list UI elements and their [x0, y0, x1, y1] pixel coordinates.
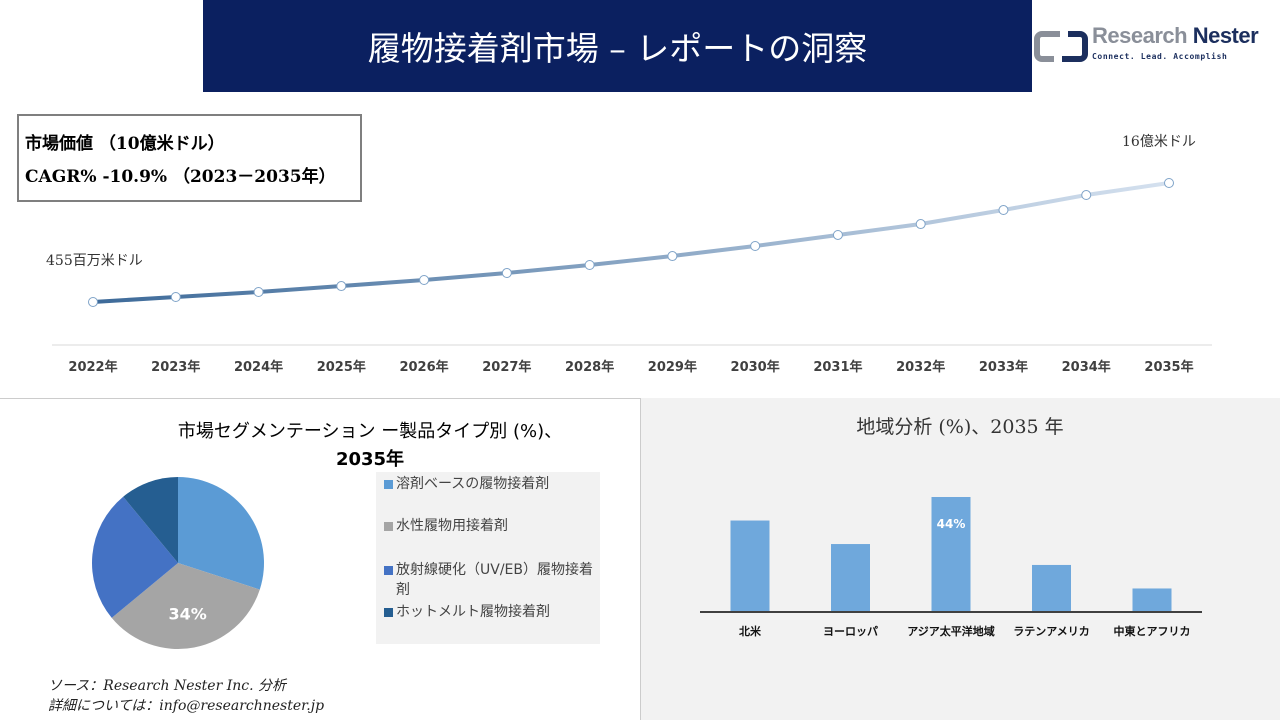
- x-tick-label: 2024年: [234, 359, 283, 375]
- logo-tagline: Connect. Lead. Accomplish: [1092, 52, 1228, 61]
- logo-mark-icon: [1034, 31, 1088, 62]
- x-tick-label: ヨーロッパ: [823, 625, 878, 638]
- series-line: [92, 181, 1170, 304]
- legend-item: 溶剤ベースの履物接着剤: [384, 474, 594, 494]
- market-line-chart: 2022年 2023年 2024年 2025年 2026年 2027年 2028年 2029年…: [52, 178, 1212, 375]
- legend-item: ホットメルト履物接着剤: [384, 602, 594, 622]
- data-point: [667, 251, 678, 262]
- x-tick-label: 2033年: [979, 359, 1028, 375]
- regional-bar-chart: 北米 ヨーロッパ 44% アジア太平洋地域 ラテンアメリカ 中東とアフリカ: [700, 497, 1202, 638]
- x-tick-label: 2022年: [68, 359, 117, 375]
- pie-legend: 溶剤ベースの履物接着剤 水性履物用接着剤 放射線硬化（UV/EB）履物接着剤 ホ…: [376, 472, 600, 644]
- x-tick-label: 2027年: [482, 359, 531, 375]
- data-point: [336, 281, 347, 292]
- bar: [831, 544, 870, 612]
- data-point: [88, 297, 98, 307]
- bar-data-label: 44%: [937, 517, 966, 531]
- pie-title: 市場セグメンテーション ー製品タイプ別 (%)、 2035年: [177, 421, 563, 470]
- x-tick-label: 2025年: [317, 359, 366, 375]
- legend-swatch: [384, 522, 393, 531]
- pie-slice: [123, 477, 178, 563]
- legend-swatch: [384, 608, 393, 617]
- data-point: [998, 205, 1009, 216]
- x-tick-label: 2023年: [151, 359, 200, 375]
- page-title: 履物接着剤市場 – レポートの洞察: [367, 29, 868, 68]
- bar: [730, 520, 770, 612]
- source-note: ソース：Research Nester Inc. 分析 詳細については：info…: [48, 678, 325, 714]
- legend-swatch: [384, 480, 393, 489]
- data-point: [750, 241, 761, 252]
- data-point: [1081, 190, 1092, 201]
- x-tick-label: 2030年: [731, 359, 780, 375]
- end-value-label: 16億米ドル: [1122, 134, 1196, 150]
- x-tick-label: 2026年: [399, 359, 448, 375]
- x-tick-label: 2031年: [813, 359, 862, 375]
- pie-slice: [92, 496, 178, 618]
- market-value-label: 市場価値 （10億米ドル）: [25, 134, 225, 154]
- bar: [1032, 564, 1071, 612]
- start-value-label: 455百万米ドル: [46, 253, 143, 269]
- data-point: [832, 229, 843, 240]
- data-point: [584, 259, 595, 270]
- x-tick-label: ラテンアメリカ: [1013, 625, 1089, 638]
- legend-swatch: [384, 566, 393, 575]
- x-tick-label: 2032年: [896, 359, 945, 375]
- data-point: [1164, 178, 1174, 188]
- pie-slice: [111, 563, 260, 649]
- x-tick-label: 2034年: [1062, 359, 1111, 375]
- page-header: 履物接着剤市場 – レポートの洞察: [203, 0, 1032, 92]
- x-tick-label: アジア太平洋地域: [907, 624, 995, 638]
- x-tick-label: 北米: [739, 624, 762, 638]
- pie-data-label: 34%: [169, 605, 207, 624]
- legend-item: 水性履物用接着剤: [384, 516, 594, 536]
- data-point: [253, 287, 264, 298]
- x-tick-label: 2028年: [565, 359, 614, 375]
- logo-name: Research Nester: [1092, 23, 1259, 48]
- data-point: [915, 219, 926, 230]
- cagr-label: CAGR% -10.9% （2023－2035年）: [25, 167, 336, 187]
- kpi-box: 市場価値 （10億米ドル） CAGR% -10.9% （2023－2035年）: [17, 114, 362, 202]
- data-point: [170, 291, 181, 302]
- data-point: [501, 268, 512, 279]
- x-tick-label: 中東とアフリカ: [1114, 624, 1191, 638]
- pie-slice: [178, 477, 264, 590]
- data-point: [419, 274, 430, 285]
- legend-item: 放射線硬化（UV/EB）履物接着剤: [384, 560, 599, 600]
- bar: [931, 497, 971, 612]
- x-tick-label: 2035年: [1144, 359, 1193, 375]
- research-nester-logo: Research Nester Connect. Lead. Accomplis…: [1034, 24, 1274, 68]
- bar: [1132, 588, 1172, 612]
- bar-title: 地域分析 (%)、2035 年: [856, 416, 1064, 438]
- segment-pie-chart: 34%: [92, 477, 264, 649]
- x-tick-label: 2029年: [648, 359, 697, 375]
